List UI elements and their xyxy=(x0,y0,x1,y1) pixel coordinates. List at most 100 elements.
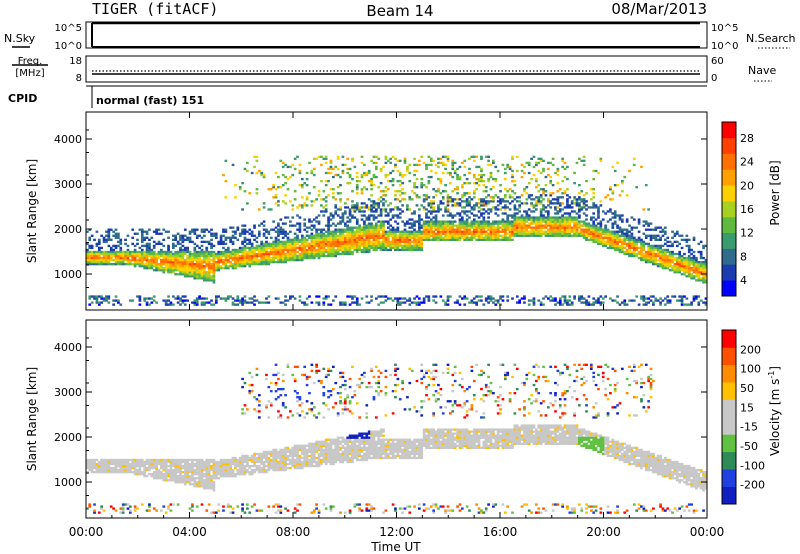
power-cell-3642 xyxy=(549,226,553,229)
power-cell-275 xyxy=(140,254,144,258)
power-cell-3932 xyxy=(585,228,588,231)
power-cell-469 xyxy=(171,260,175,264)
power-cell-430 xyxy=(167,303,170,306)
power-cell-1478 xyxy=(303,202,307,205)
power-cell-674 xyxy=(198,269,201,272)
power-cell-1594 xyxy=(317,220,321,223)
power-cell-3982 xyxy=(592,220,596,223)
power-cell-4201 xyxy=(623,228,627,231)
power-cell-320 xyxy=(148,303,151,306)
power-cell-1357 xyxy=(289,242,292,246)
power-cell-3411 xyxy=(520,232,524,235)
power-cell-1539 xyxy=(312,252,316,256)
power-cell-3622 xyxy=(546,224,550,227)
power-cell-790 xyxy=(212,279,216,282)
power-cell-3846 xyxy=(573,202,576,205)
power-cell-1563 xyxy=(315,244,318,248)
power-cell-1111 xyxy=(257,254,261,258)
power-cell-756 xyxy=(207,265,211,268)
power-cell-4205 xyxy=(625,250,629,254)
power-cell-3658 xyxy=(551,297,555,300)
power-cell-902 xyxy=(229,256,232,260)
power-cell-1670 xyxy=(327,248,330,252)
power-cell-1140 xyxy=(262,262,266,266)
power-cell-300 xyxy=(143,230,147,233)
power-cell-715 xyxy=(203,271,206,274)
power-cell-678 xyxy=(198,260,201,264)
power-cell-1078 xyxy=(253,256,256,260)
power-cell-2297 xyxy=(389,202,393,205)
power-cell-410 xyxy=(162,254,166,258)
power-cell-3336 xyxy=(511,234,514,237)
power-cell-3020 xyxy=(472,222,476,225)
power-cell-1813 xyxy=(341,238,345,241)
power-cell-2604 xyxy=(425,234,428,237)
power-cell-4109 xyxy=(611,230,615,233)
power-cell-2772 xyxy=(444,228,447,231)
power-cell-3640 xyxy=(549,230,553,233)
power-cell-2895 xyxy=(458,234,462,237)
power-cell-442 xyxy=(167,252,170,256)
power-cell-3908 xyxy=(582,232,586,235)
power-cell-3971 xyxy=(592,297,596,300)
power-cell-932 xyxy=(234,265,237,268)
power-cell-3155 xyxy=(487,222,490,225)
power-cell-2262 xyxy=(384,155,388,158)
power-cell-1192 xyxy=(267,188,271,191)
power-cell-18 xyxy=(88,252,92,256)
power-cell-2395 xyxy=(401,244,404,248)
power-cell-3710 xyxy=(556,198,560,201)
power-cell-2165 xyxy=(375,161,378,165)
power-cell-2814 xyxy=(449,236,452,239)
power-cell-1138 xyxy=(260,171,264,175)
power-cell-1685 xyxy=(327,218,330,221)
power-cell-2789 xyxy=(446,238,450,241)
power-cell-3260 xyxy=(501,299,505,302)
power-cell-1800 xyxy=(339,198,342,201)
power-cell-1243 xyxy=(277,260,280,264)
power-cell-734 xyxy=(205,273,209,276)
power-cell-2348 xyxy=(396,246,400,250)
velocity-cell-104 xyxy=(119,507,123,510)
power-cell-3556 xyxy=(537,157,541,160)
power-cell-3034 xyxy=(472,155,476,158)
power-colorbar-swatch-1 xyxy=(722,264,736,281)
power-cell-1847 xyxy=(343,202,347,205)
power-cell-3089 xyxy=(480,214,483,217)
power-cell-3803 xyxy=(568,299,572,302)
velocity-cell-169 xyxy=(136,470,139,474)
power-cell-3245 xyxy=(499,303,502,306)
power-cell-4483 xyxy=(668,256,672,260)
power-cell-1134 xyxy=(260,242,264,246)
power-cell-3816 xyxy=(568,212,572,215)
power-cell-2527 xyxy=(415,230,419,233)
power-cell-1702 xyxy=(329,234,333,237)
power-cell-1299 xyxy=(281,228,285,231)
power-cell-620 xyxy=(191,252,194,256)
power-cell-1735 xyxy=(332,175,335,179)
power-cell-2315 xyxy=(391,214,395,217)
power-cell-3634 xyxy=(546,167,550,171)
power-cell-4640 xyxy=(695,273,698,276)
power-cell-2326 xyxy=(394,242,397,246)
power-cell-42 xyxy=(93,256,96,260)
power-cell-3394 xyxy=(518,234,521,237)
power-cell-3546 xyxy=(537,218,541,221)
power-cell-574 xyxy=(186,275,190,278)
power-cell-3310 xyxy=(506,214,510,217)
power-cell-3223 xyxy=(494,194,498,197)
power-cell-1383 xyxy=(291,163,295,167)
power-cell-2713 xyxy=(437,224,440,227)
power-cell-1247 xyxy=(277,252,280,256)
velocity-cell-56 xyxy=(102,466,106,470)
power-cell-4632 xyxy=(692,254,696,258)
power-cell-1253 xyxy=(277,240,280,244)
power-cell-4616 xyxy=(690,256,693,260)
power-cell-2080 xyxy=(367,218,371,221)
velocity-cell-22 xyxy=(93,511,96,514)
power-cell-4398 xyxy=(656,299,660,302)
power-cell-1934 xyxy=(353,234,357,237)
power-cell-53 xyxy=(95,258,99,262)
power-cell-3843 xyxy=(573,218,576,221)
